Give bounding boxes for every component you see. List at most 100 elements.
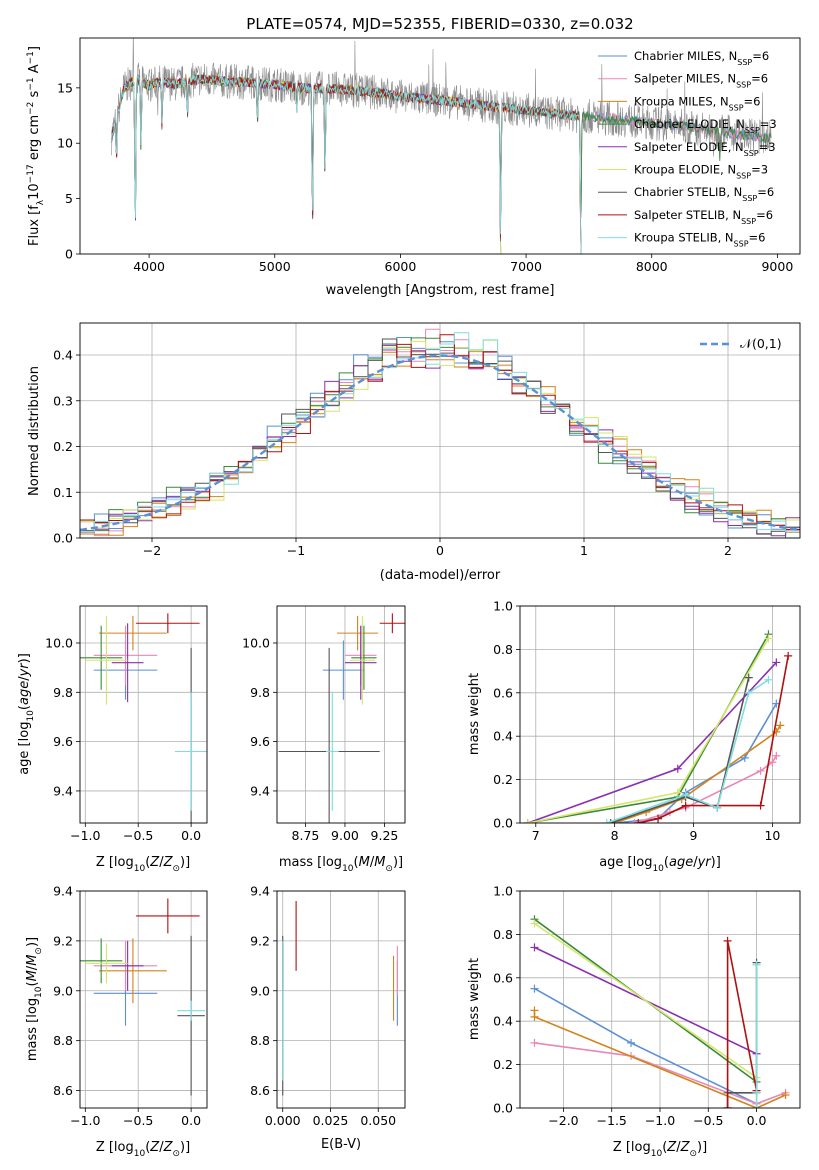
age-vs-Z-ylabel: age [log10(age/yr)]	[17, 653, 36, 775]
mass-weight-marker	[772, 751, 781, 760]
mass-weight-marker	[606, 819, 615, 823]
mass-weight-marker	[673, 764, 682, 773]
mass-weight-marker	[713, 803, 722, 812]
age_vs_mass-ytick-label: 9.8	[250, 685, 270, 700]
errorbar-point	[80, 938, 123, 984]
mass-weight-line	[527, 638, 770, 823]
mass-weight-marker	[530, 943, 539, 952]
mass-vs-Z-xlabel: Z [log10(Z/Z⊙)]	[96, 1140, 190, 1159]
mass_weight_vs_age-ytick-label: 0.8	[493, 642, 513, 657]
spectrum-ytick-label: 15	[57, 80, 73, 95]
errorbar-point	[80, 625, 123, 690]
legend-label: Salpeter STELIB, NSSP=6	[634, 208, 773, 226]
mass-vs-Z-ylabel: mass [log10(M/M⊙)]	[25, 937, 44, 1061]
spectrum-legend: Chabrier MILES, NSSP=6 Salpeter MILES, NS…	[598, 49, 777, 248]
mass_weight_vs_age-xtick-label: 10	[764, 828, 780, 843]
mass_weight_vs_age-xtick-label: 8	[611, 828, 619, 843]
errorbar-point	[111, 940, 144, 991]
mass_weight_vs_age-xtick-label: 9	[690, 828, 698, 843]
errorbar-point	[93, 625, 158, 685]
residuals-panel: −2 −1 0 1 2 0.0 0.1 0.2 0.3 0.4 𝒩(0,1) (data-model)…	[27, 322, 801, 583]
residuals-xtick-label: 0	[436, 543, 444, 558]
residuals-xtick-label: −1	[287, 543, 305, 558]
mass-weight-marker	[630, 819, 639, 823]
mass-weight-vs-age-xlabel: age [log10(age/yr)]	[599, 855, 721, 874]
errorbar-point	[136, 898, 200, 934]
mass_vs_Z-grid	[80, 890, 207, 1108]
mass_weight_vs_age-xtick-label: 7	[532, 828, 540, 843]
residuals-ytick-label: 0.2	[53, 439, 73, 454]
age_vs_Z-ytick-label: 9.4	[53, 783, 73, 798]
age_vs_mass-xtick-label: 9.00	[331, 828, 359, 843]
mass_vs_Z-xtick-label: −0.5	[123, 1113, 153, 1128]
age_vs_Z-grid	[80, 606, 207, 823]
mass_weight_vs_Z-xtick-label: −2.0	[548, 1113, 578, 1128]
spectrum-frame	[79, 37, 801, 255]
mass-weight-marker	[756, 766, 765, 775]
residuals-ytick-label: 0.1	[53, 485, 73, 500]
mass_vs_Z-ytick-label: 8.8	[53, 1033, 73, 1048]
age_vs_Z-panel: −1.0 −0.5 0.0 9.4 9.6 9.8 10.0 Z [log10(Z/Z⊙)] a…	[17, 605, 208, 874]
mass-weight-line	[534, 987, 757, 1105]
mass-weight-marker	[772, 658, 781, 667]
errorbar-point	[337, 615, 379, 651]
spectrum-model-line	[111, 74, 582, 254]
errorbar-point	[177, 1000, 205, 1021]
mass_weight_vs_Z-xtick-label: −0.5	[693, 1113, 723, 1128]
mass-weight-vs-age-ylabel: mass weight	[467, 673, 482, 755]
age_vs_mass-ytick-label: 9.6	[250, 734, 270, 749]
residuals-frame	[79, 322, 801, 539]
age_vs_mass-grid	[277, 606, 405, 823]
mass_weight_vs_age-ytick-label: 0.2	[493, 772, 513, 787]
residuals-ytick-label: 0.3	[53, 393, 73, 408]
errorbar-point	[85, 943, 128, 984]
mass_weight_vs_Z-marks	[530, 915, 790, 1108]
figure-title: PLATE=0574, MJD=52355, FIBERID=0330, z=0…	[246, 15, 633, 33]
residuals-ylabel: Normed distribution	[27, 366, 42, 496]
mass-weight-marker	[634, 819, 643, 823]
mass-weight-marker	[756, 801, 765, 810]
spectrum-ytick-label: 10	[57, 136, 73, 151]
mass_weight_vs_age-ytick-label: 0.6	[493, 685, 513, 700]
errorbar-point	[351, 625, 377, 690]
spectrum-xlabel: wavelength [Angstrom, rest frame]	[326, 283, 555, 298]
mass_vs_Z-ytick-label: 9.4	[53, 884, 73, 899]
mass_vs_ebv-ytick-label: 9.0	[250, 983, 270, 998]
spectrum-data-line	[111, 38, 772, 212]
spectrum-xtick-label: 5000	[259, 259, 291, 274]
mass_weight_vs_age-ytick-label: 0.4	[493, 729, 513, 744]
residuals-xtick-label: 2	[724, 543, 732, 558]
mass-weight-marker	[627, 1038, 636, 1047]
mass_vs_Z-panel: −1.0 −0.5 0.0 8.6 8.8 9.0 9.2 9.4 Z [log10(Z/Z⊙)…	[25, 884, 208, 1159]
mass-weight-marker	[602, 819, 611, 823]
mass_weight_vs_age-ytick-label: 0.0	[493, 816, 513, 831]
errorbar-point	[379, 613, 405, 634]
errorbar-point	[111, 623, 144, 703]
mass_vs_Z-ytick-label: 9.0	[53, 983, 73, 998]
age_vs_Z-marks	[80, 613, 207, 823]
mass_weight_vs_Z-xtick-label: −1.5	[597, 1113, 627, 1128]
residuals-xtick-label: −2	[143, 543, 161, 558]
age_vs_mass-xtick-label: 8.75	[292, 828, 320, 843]
mass_weight_vs_Z-ytick-label: 0.0	[493, 1101, 513, 1116]
age_vs_mass-frame	[276, 605, 406, 824]
legend-label: Chabrier STELIB, NSSP=6	[634, 185, 774, 203]
mass_vs_Z-xtick-label: −1.0	[70, 1113, 100, 1128]
mass_weight_vs_Z-ytick-label: 0.4	[493, 1014, 513, 1029]
spectrum-ylabel: Flux [fλ10−17 erg cm−2 s−1 A−1]	[26, 46, 46, 246]
mass-weight-marker	[654, 814, 663, 823]
mass_vs_ebv-ytick-label: 8.8	[250, 1033, 270, 1048]
age_vs_mass-ytick-label: 9.4	[250, 783, 270, 798]
mass_weight_vs_age-marks	[523, 630, 793, 823]
legend-label: Salpeter MILES, NSSP=6	[634, 72, 768, 90]
mass-weight-marker	[744, 688, 753, 697]
mass-weight-vs-Z-ylabel: mass weight	[467, 958, 482, 1040]
mass_weight_vs_Z-grid	[520, 890, 800, 1109]
mass-weight-marker	[530, 984, 539, 993]
legend-label: Kroupa ELODIE, NSSP=3	[634, 163, 768, 181]
mass-weight-marker	[776, 721, 785, 730]
errorbar-point	[175, 692, 207, 811]
mass-weight-marker	[752, 960, 761, 969]
mass_weight_vs_Z-ytick-label: 0.6	[493, 970, 513, 985]
